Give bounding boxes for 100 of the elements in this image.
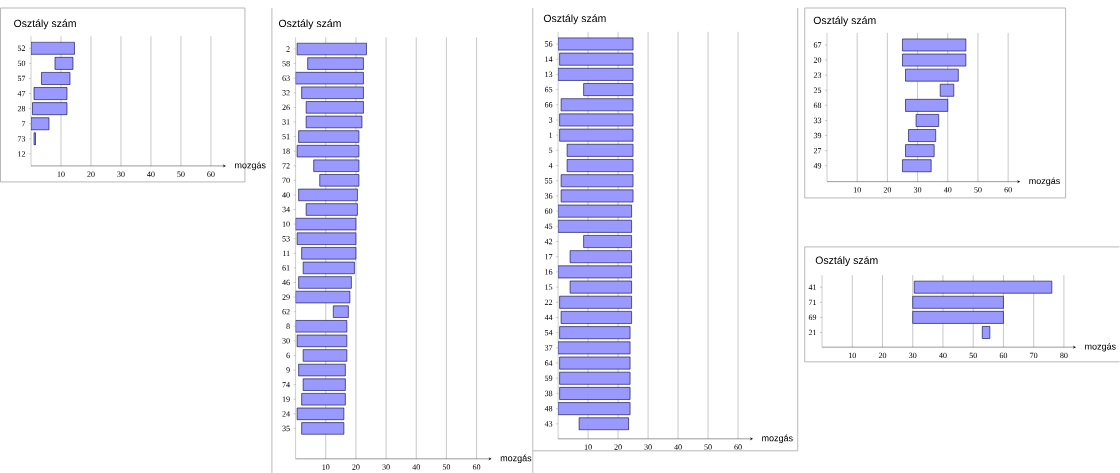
y-tick-label: 34 [282, 206, 290, 213]
y-tick-label: 1 [549, 132, 553, 138]
y-axis-title: Osztály szám [815, 256, 878, 266]
y-tick-label: 71 [809, 299, 816, 305]
x-tick-label: 60 [207, 171, 215, 177]
y-tick-label: 22 [544, 299, 553, 305]
x-tick-label: 60 [1004, 187, 1012, 193]
y-tick-label: 44 [544, 314, 553, 320]
y-tick-label: 56 [545, 41, 553, 47]
y-axis-title: Osztály szám [278, 19, 341, 30]
y-tick-label: 60 [544, 208, 553, 214]
x-tick-label: 10 [584, 444, 592, 450]
y-tick-label: 31 [282, 119, 290, 125]
x-tick-label: 20 [87, 171, 95, 177]
y-tick-label: 9 [286, 367, 290, 373]
x-axis-title: mozgás [500, 454, 532, 463]
x-tick-label: 10 [853, 187, 861, 193]
y-tick-label: 26 [282, 104, 290, 110]
y-tick-label: 62 [282, 308, 290, 315]
y-tick-label: 54 [545, 329, 553, 336]
y-tick-label: 15 [545, 284, 553, 290]
y-tick-label: 69 [808, 314, 817, 320]
bar [913, 280, 1053, 294]
bar [905, 98, 949, 112]
x-tick-label: 20 [614, 444, 622, 450]
y-axis-title: Osztály szám [543, 14, 606, 25]
y-tick-label: 6 [286, 352, 290, 359]
y-tick-label: 35 [282, 425, 290, 432]
y-tick-label: 19 [282, 396, 290, 402]
y-tick-label: 70 [282, 177, 290, 183]
x-tick-label: 40 [939, 352, 947, 358]
x-tick-label: 60 [472, 464, 481, 470]
y-tick-label: 24 [282, 411, 290, 417]
y-tick-label: 48 [544, 405, 553, 412]
bar [302, 349, 348, 362]
x-tick-label: 40 [412, 464, 420, 470]
y-tick-label: 2 [286, 46, 290, 52]
x-tick-label: 70 [1030, 352, 1038, 358]
y-tick-label: 74 [282, 381, 290, 388]
y-tick-label: 36 [544, 193, 553, 199]
y-tick-label: 20 [813, 57, 822, 63]
bar [319, 174, 360, 187]
x-tick-label: 50 [442, 464, 451, 470]
bar [981, 326, 991, 339]
y-tick-label: 5 [549, 147, 553, 153]
y-tick-label: 59 [545, 375, 553, 381]
x-tick-label: 40 [147, 171, 155, 177]
x-tick-label: 10 [57, 171, 65, 177]
y-tick-label: 18 [282, 148, 290, 154]
x-tick-label: 20 [878, 352, 887, 358]
y-tick-label: 67 [813, 42, 822, 48]
y-tick-label: 21 [808, 329, 816, 336]
x-tick-label: 30 [644, 444, 652, 450]
x-tick-label: 30 [382, 464, 390, 470]
y-tick-label: 10 [282, 221, 290, 227]
y-tick-label: 58 [282, 60, 290, 67]
x-tick-label: 30 [913, 187, 922, 193]
y-tick-label: 27 [813, 147, 822, 154]
x-tick-label: 60 [734, 444, 742, 450]
y-tick-label: 8 [286, 323, 290, 329]
y-tick-label: 40 [282, 192, 290, 198]
x-tick-label: 30 [909, 352, 917, 358]
bar [912, 295, 1004, 309]
y-tick-label: 72 [282, 162, 290, 169]
y-tick-label: 13 [545, 71, 553, 77]
y-tick-label: 39 [813, 132, 822, 139]
y-tick-label: 32 [282, 89, 290, 96]
y-tick-label: 11 [283, 250, 290, 256]
bar [301, 422, 345, 435]
y-tick-label: 28 [17, 105, 26, 112]
y-tick-label: 3 [548, 117, 553, 123]
y-tick-label: 66 [544, 101, 553, 108]
y-tick-label: 64 [544, 360, 553, 366]
y-tick-label: 37 [544, 345, 553, 351]
y-tick-label: 41 [808, 284, 816, 290]
x-axis-title: mozgás [235, 161, 266, 171]
y-tick-label: 47 [17, 90, 26, 97]
x-axis-title: mozgás [762, 434, 793, 443]
bar [307, 57, 364, 70]
x-tick-label: 30 [117, 171, 125, 177]
x-axis-title: mozgás [1085, 342, 1116, 352]
bar [939, 83, 955, 97]
y-tick-label: 50 [17, 60, 26, 66]
x-tick-label: 50 [704, 444, 712, 450]
bar [305, 101, 364, 114]
bar [298, 276, 352, 289]
y-tick-label: 46 [282, 279, 290, 286]
y-tick-label: 14 [545, 56, 553, 62]
y-tick-label: 7 [22, 121, 26, 127]
x-axis-title: mozgás [1029, 177, 1060, 186]
y-tick-label: 29 [282, 294, 290, 300]
x-tick-label: 10 [848, 352, 856, 358]
bar [902, 159, 932, 172]
y-tick-label: 61 [282, 265, 290, 271]
x-tick-label: 50 [969, 352, 977, 358]
y-tick-label: 42 [544, 238, 553, 245]
y-tick-label: 73 [18, 136, 26, 142]
y-tick-label: 12 [18, 151, 26, 157]
x-tick-label: 60 [999, 352, 1008, 358]
y-tick-label: 33 [813, 117, 822, 124]
